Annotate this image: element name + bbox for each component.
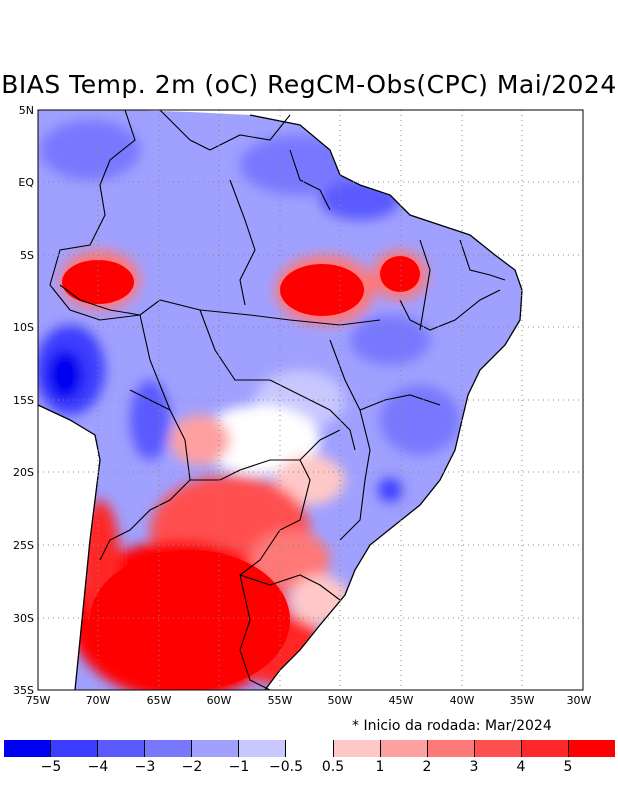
political-borders xyxy=(49,109,506,691)
lon-tick-label: 50W xyxy=(328,694,353,707)
lat-tick-label: 10S xyxy=(13,321,34,334)
colorbar-swatch xyxy=(567,740,616,757)
colorbar-swatch xyxy=(97,740,145,757)
lat-tick-label: 25S xyxy=(13,539,34,552)
colorbar-swatch xyxy=(191,740,239,757)
lon-tick-label: 65W xyxy=(147,694,172,707)
lon-tick-label: 75W xyxy=(26,694,51,707)
lat-tick-label: 30S xyxy=(13,612,34,625)
colorbar-swatch xyxy=(285,740,333,757)
colorbar-swatch xyxy=(238,740,286,757)
lat-tick-label: 35S xyxy=(13,684,34,697)
colorbar xyxy=(4,740,616,757)
colorbar-label: 3 xyxy=(469,759,479,775)
lon-tick-label: 40W xyxy=(450,694,475,707)
lat-tick-label: 20S xyxy=(13,466,34,479)
colorbar-label: 4 xyxy=(516,759,526,775)
colorbar-label: 1 xyxy=(375,759,385,775)
colorbar-swatch xyxy=(520,740,568,757)
colorbar-label: −4 xyxy=(87,759,109,775)
colorbar-swatch xyxy=(332,740,380,757)
lat-tick-label: 5N xyxy=(19,104,34,117)
colorbar-label: 0.5 xyxy=(321,759,345,775)
lat-tick-label: EQ xyxy=(18,176,34,189)
colorbar-swatch xyxy=(4,740,51,757)
lon-tick-label: 60W xyxy=(207,694,232,707)
colorbar-label: −0.5 xyxy=(269,759,303,775)
colorbar-label: −2 xyxy=(181,759,203,775)
colorbar-swatch xyxy=(379,740,427,757)
coastline xyxy=(37,114,523,691)
lon-tick-label: 70W xyxy=(86,694,111,707)
colorbar-labels: −5 −4 −3 −2 −1 −0.5 0.5 1 2 3 4 5 xyxy=(4,759,615,779)
colorbar-label: 5 xyxy=(563,759,573,775)
colorbar-swatch xyxy=(144,740,192,757)
colorbar-label: 2 xyxy=(422,759,432,775)
lat-tick-label: 5S xyxy=(20,249,34,262)
colorbar-swatch xyxy=(50,740,98,757)
lon-tick-label: 55W xyxy=(268,694,293,707)
colorbar-label: −1 xyxy=(228,759,250,775)
lon-tick-label: 45W xyxy=(389,694,414,707)
colorbar-swatch xyxy=(473,740,521,757)
lat-tick-label: 15S xyxy=(13,394,34,407)
colorbar-label: −3 xyxy=(134,759,156,775)
lon-tick-label: 30W xyxy=(567,694,592,707)
colorbar-label: −5 xyxy=(40,759,62,775)
run-start-footnote: * Inicio da rodada: Mar/2024 xyxy=(352,718,552,734)
lon-tick-label: 35W xyxy=(510,694,535,707)
map-title: BIAS Temp. 2m (oC) RegCM-Obs(CPC) Mai/20… xyxy=(1,70,617,99)
lat-lon-grid xyxy=(38,110,583,690)
colorbar-swatch xyxy=(426,740,474,757)
